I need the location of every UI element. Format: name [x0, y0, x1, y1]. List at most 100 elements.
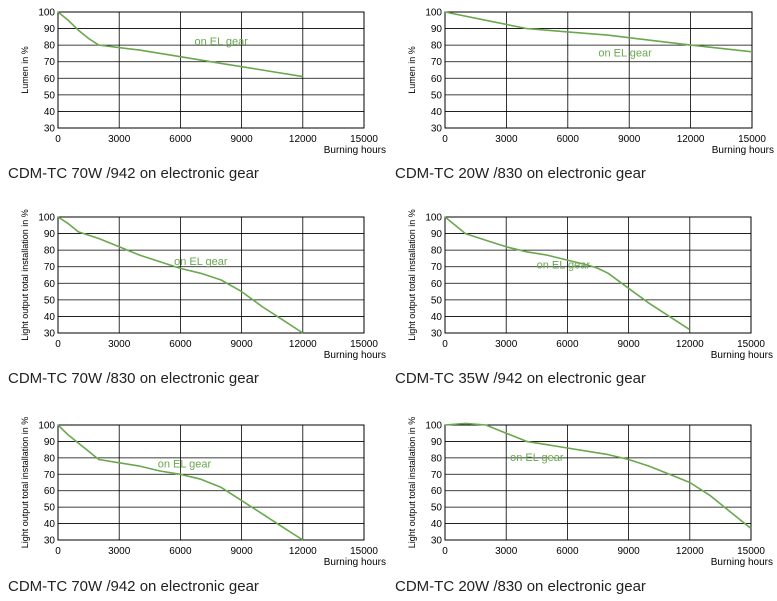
y-tick-label: 70: [44, 470, 56, 481]
x-tick-label: 0: [442, 339, 448, 350]
series-annotation: on EL gear: [194, 36, 248, 48]
plot-frame: [57, 11, 365, 129]
chart-caption: CDM-TC 70W /942 on electronic gear: [8, 165, 259, 182]
y-axis-label: Lumen in %: [20, 46, 30, 94]
y-tick-label: 60: [431, 74, 443, 85]
chart-5: 30 40 50 60 70 80 90 100 0 3000 6000 9000 12000 15000…: [8, 417, 386, 595]
y-tick-label: 50: [44, 90, 56, 101]
y-axis-label: Light output total installation in %: [407, 209, 417, 341]
y-tick-label: 80: [44, 246, 56, 257]
x-tick-label: 15000: [350, 339, 378, 350]
x-tick-label: 12000: [677, 134, 705, 145]
plot-frame: [444, 11, 753, 129]
x-tick-label: 9000: [230, 546, 253, 557]
y-tick-label: 40: [431, 312, 443, 323]
plot-frame: [444, 424, 752, 541]
x-tick-label: 3000: [108, 134, 131, 145]
x-tick-label: 12000: [676, 546, 704, 557]
x-axis-label: Burning hours: [324, 145, 386, 156]
x-tick-label: 9000: [617, 339, 640, 350]
y-tick-label: 60: [431, 486, 443, 497]
series-line: [444, 11, 753, 53]
x-tick-label: 9000: [230, 339, 253, 350]
y-tick-label: 40: [44, 107, 56, 118]
x-tick-label: 12000: [289, 546, 317, 557]
y-axis-label: Light output total installation in %: [20, 209, 30, 341]
x-tick-label: 15000: [737, 339, 765, 350]
x-tick-label: 6000: [169, 134, 192, 145]
x-tick-label: 9000: [230, 134, 253, 145]
x-tick-label: 12000: [676, 339, 704, 350]
y-tick-label: 30: [431, 124, 443, 135]
x-tick-label: 9000: [618, 134, 641, 145]
x-tick-label: 3000: [108, 339, 131, 350]
y-tick-label: 30: [431, 536, 443, 547]
y-tick-label: 50: [44, 295, 56, 306]
plot-frame: [57, 424, 365, 541]
chart-caption: CDM-TC 20W /830 on electronic gear: [395, 165, 646, 182]
chart-6: 30 40 50 60 70 80 90 100 0 3000 6000 9000 12000 15000…: [395, 417, 773, 595]
y-tick-label: 30: [431, 329, 443, 340]
y-tick-label: 30: [44, 124, 56, 135]
series-annotation: on EL gear: [598, 48, 652, 60]
series-annotation: on EL gear: [174, 256, 228, 268]
series-line: [57, 11, 303, 78]
y-tick-label: 90: [44, 437, 56, 448]
y-tick-label: 40: [44, 312, 56, 323]
x-tick-label: 6000: [556, 339, 579, 350]
series-line: [57, 424, 304, 541]
x-tick-label: 15000: [738, 134, 766, 145]
y-tick-label: 80: [431, 246, 443, 257]
chart-caption: CDM-TC 35W /942 on electronic gear: [395, 370, 646, 387]
x-tick-label: 0: [55, 339, 61, 350]
series-line: [57, 216, 304, 334]
y-axis-label: Light output total installation in %: [407, 417, 417, 549]
x-tick-label: 3000: [495, 546, 518, 557]
chart-1: 30 40 50 60 70 80 90 100 0 3000 6000 9000 12000 15000…: [8, 8, 386, 183]
x-tick-label: 3000: [495, 339, 518, 350]
chart-2: 30 40 50 60 70 80 90 100 0 3000 6000 9000 12000 15000…: [395, 8, 774, 183]
x-axis-label: Burning hours: [711, 350, 773, 361]
y-tick-label: 50: [431, 90, 443, 101]
y-tick-label: 50: [44, 503, 56, 514]
y-tick-label: 30: [44, 536, 56, 547]
y-tick-label: 50: [431, 503, 443, 514]
x-tick-label: 12000: [289, 134, 317, 145]
x-tick-label: 12000: [289, 339, 317, 350]
y-tick-label: 70: [431, 57, 443, 68]
x-tick-label: 6000: [557, 134, 580, 145]
x-tick-label: 6000: [169, 546, 192, 557]
y-tick-label: 80: [44, 453, 56, 464]
y-tick-label: 90: [431, 437, 443, 448]
y-tick-label: 80: [431, 41, 443, 52]
plot-frame: [57, 216, 365, 334]
chart-3: 30 40 50 60 70 80 90 100 0 3000 6000 9000 12000 15000…: [8, 209, 386, 387]
series-annotation: on EL gear: [537, 259, 591, 271]
y-tick-label: 80: [431, 453, 443, 464]
x-tick-label: 15000: [350, 134, 378, 145]
series-line: [444, 216, 691, 331]
y-tick-label: 100: [425, 8, 442, 19]
x-tick-label: 3000: [108, 546, 131, 557]
y-tick-label: 40: [44, 519, 56, 530]
chart-4: 30 40 50 60 70 80 90 100 0 3000 6000 9000 12000 15000…: [395, 209, 773, 387]
y-tick-label: 100: [425, 213, 442, 224]
y-axis-label: Light output total installation in %: [20, 417, 30, 549]
series-line: [444, 422, 752, 530]
y-tick-label: 90: [44, 24, 56, 35]
y-tick-label: 70: [431, 262, 443, 273]
series-annotation: on EL gear: [510, 452, 564, 464]
x-axis-label: Burning hours: [324, 350, 386, 361]
x-tick-label: 0: [442, 546, 448, 557]
x-tick-label: 6000: [556, 546, 579, 557]
x-tick-label: 0: [55, 134, 61, 145]
y-tick-label: 100: [38, 8, 55, 19]
y-tick-label: 50: [431, 295, 443, 306]
y-tick-label: 40: [431, 107, 443, 118]
x-tick-label: 15000: [737, 546, 765, 557]
y-tick-label: 60: [44, 486, 56, 497]
y-tick-label: 70: [431, 470, 443, 481]
x-tick-label: 15000: [350, 546, 378, 557]
y-tick-label: 90: [431, 24, 443, 35]
